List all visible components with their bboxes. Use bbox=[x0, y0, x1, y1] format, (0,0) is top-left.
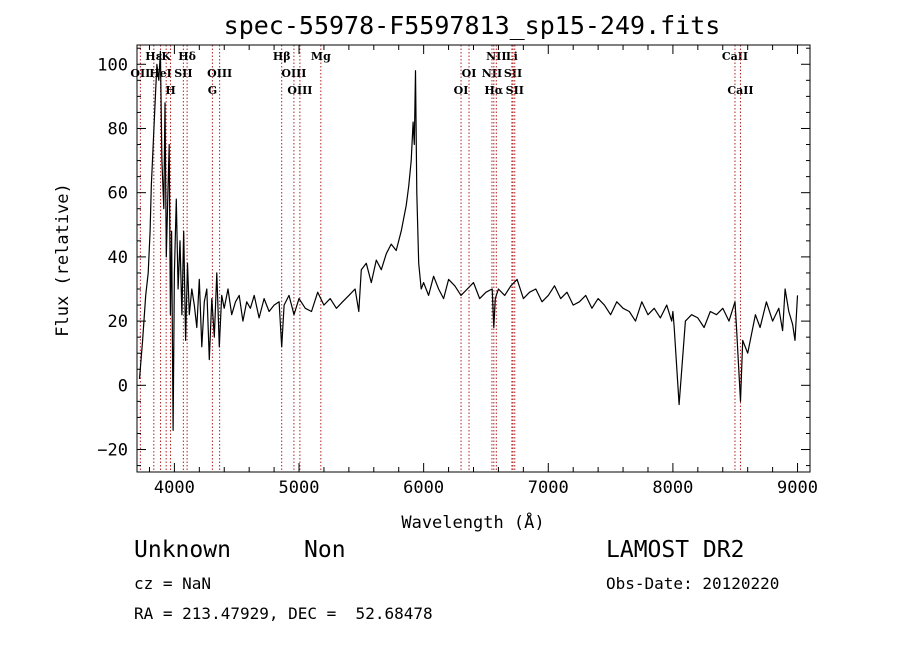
x-tick-label: 5000 bbox=[279, 478, 320, 498]
x-tick-label: 4000 bbox=[154, 478, 195, 498]
object-subclass: Non bbox=[304, 537, 346, 563]
line-marker-label: Hα bbox=[484, 84, 503, 97]
y-tick-label: 0 bbox=[118, 376, 128, 396]
survey-name: LAMOST DR2 bbox=[606, 537, 745, 563]
spectral-line-markers: HεOIIHeIKHSIIHδOIIIGHβOIIIOIIIMgOIOINIIN… bbox=[130, 45, 754, 472]
y-tick-label: 80 bbox=[108, 119, 128, 139]
line-marker-label: OIII bbox=[281, 67, 306, 80]
spectrum-line bbox=[138, 50, 799, 431]
object-class: Unknown bbox=[134, 537, 231, 563]
line-marker-label: Mg bbox=[311, 50, 331, 63]
line-marker-label: K bbox=[161, 50, 171, 63]
line-marker-label: Hε bbox=[145, 50, 162, 63]
line-marker-label: Hδ bbox=[178, 50, 196, 63]
line-marker-label: OI bbox=[454, 84, 469, 97]
y-axis-ticks: −20 0 20 40 60 80 100 bbox=[97, 47, 810, 467]
line-marker-label: OIII bbox=[207, 67, 232, 80]
x-tick-label: 9000 bbox=[777, 478, 818, 498]
line-marker-label: Hβ bbox=[273, 50, 291, 63]
line-marker-label: NII bbox=[486, 50, 506, 63]
line-marker-label: SII bbox=[506, 84, 524, 97]
x-tick-label: 8000 bbox=[652, 478, 693, 498]
y-tick-label: 40 bbox=[108, 248, 128, 268]
x-tick-label: 7000 bbox=[528, 478, 569, 498]
line-marker-label: CaII bbox=[722, 50, 748, 63]
line-marker-label: SII bbox=[174, 67, 192, 80]
x-axis-label: Wavelength (Å) bbox=[401, 511, 544, 533]
x-tick-label: 6000 bbox=[403, 478, 444, 498]
x-axis-ticks: 4000 5000 6000 7000 8000 9000 bbox=[148, 45, 818, 498]
line-marker-label: OI bbox=[462, 67, 477, 80]
y-tick-label: −20 bbox=[97, 441, 128, 461]
chart-title: spec-55978-F5597813_sp15-249.fits bbox=[224, 11, 721, 40]
line-marker-label: Li bbox=[506, 50, 518, 63]
spectrum-series bbox=[138, 50, 799, 431]
y-axis-label: Flux (relative) bbox=[53, 183, 73, 337]
line-marker-label: OIII bbox=[287, 84, 312, 97]
plot-frame bbox=[136, 44, 811, 473]
y-tick-label: 60 bbox=[108, 184, 128, 204]
observation-date: Obs-Date: 20120220 bbox=[606, 574, 780, 593]
line-marker-label: CaII bbox=[727, 84, 753, 97]
line-marker-label: G bbox=[208, 84, 217, 97]
line-marker-label: SII bbox=[504, 67, 522, 80]
redshift-value: cz = NaN bbox=[134, 574, 212, 593]
y-tick-label: 100 bbox=[97, 55, 128, 75]
line-marker-label: H bbox=[165, 84, 175, 97]
line-marker-label: OII bbox=[130, 67, 150, 80]
coordinates: RA = 213.47929, DEC = 52.68478 bbox=[134, 604, 433, 623]
line-marker-label: NII bbox=[482, 67, 502, 80]
y-tick-label: 20 bbox=[108, 312, 128, 332]
